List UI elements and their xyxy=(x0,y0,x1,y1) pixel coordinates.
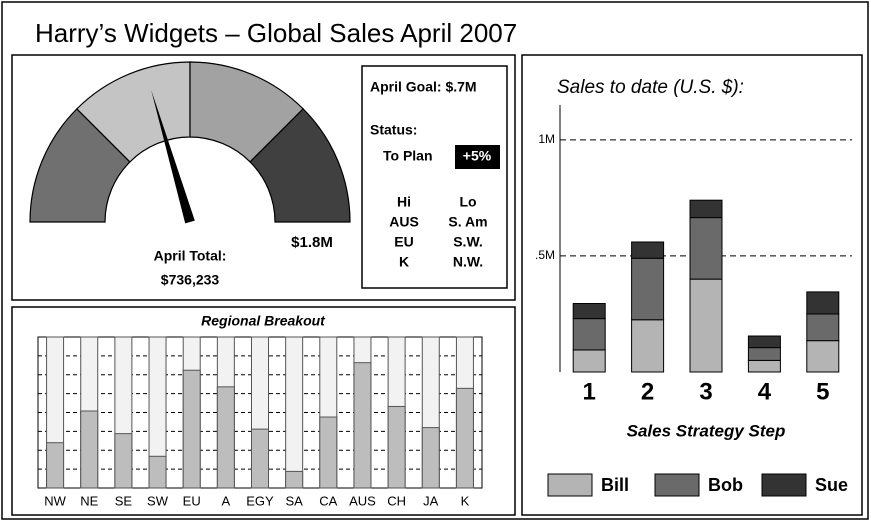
page-title: Harry’s Widgets – Global Sales April 200… xyxy=(35,18,517,48)
goal: April Goal: $.7M xyxy=(370,79,477,95)
bar-segment xyxy=(806,313,840,342)
hi-region: K xyxy=(399,254,409,270)
regional-panel xyxy=(11,306,516,516)
x-tick-label: NW xyxy=(44,493,66,508)
status-label: Status: xyxy=(370,122,417,138)
x-tick-label: CH xyxy=(387,493,406,508)
bar-segment xyxy=(806,340,840,373)
gauge-value: $736,233 xyxy=(161,272,220,288)
x-tick-label: 2 xyxy=(641,378,654,405)
lo-region: S. Am xyxy=(448,214,487,230)
bar-segment xyxy=(689,199,723,219)
bar xyxy=(114,433,133,489)
bar xyxy=(251,428,269,489)
legend-swatch xyxy=(761,473,807,497)
bar xyxy=(182,369,201,489)
x-tick-label: EGY xyxy=(246,493,274,508)
bar xyxy=(455,387,474,489)
chart-title: Regional Breakout xyxy=(201,313,326,329)
lo-region: N.W. xyxy=(453,254,483,270)
status-box xyxy=(361,65,508,289)
sales-panel xyxy=(521,54,863,516)
bar xyxy=(46,442,65,489)
bar-segment xyxy=(631,319,665,373)
bar-segment xyxy=(572,318,606,351)
legend-label: Bob xyxy=(708,475,743,495)
x-axis-label: Sales Strategy Step xyxy=(627,421,786,440)
bar-segment xyxy=(806,291,840,315)
x-tick-label: 5 xyxy=(816,378,829,405)
bar-segment xyxy=(689,278,723,373)
bar-segment xyxy=(689,217,723,280)
hi-region: AUS xyxy=(389,214,419,230)
x-tick-label: SW xyxy=(147,493,169,508)
lo-header: Lo xyxy=(459,194,476,210)
bar-segment xyxy=(631,257,665,321)
x-tick-label: 3 xyxy=(699,378,712,405)
bar-track xyxy=(285,336,304,489)
legend-swatch xyxy=(547,473,593,497)
bar-segment xyxy=(572,303,606,320)
bar-segment xyxy=(747,359,781,373)
x-tick-label: SA xyxy=(285,493,303,508)
x-tick-label: 1 xyxy=(583,378,596,405)
bar-segment xyxy=(572,349,606,373)
bar xyxy=(387,405,406,489)
bar xyxy=(353,362,372,489)
x-tick-label: NE xyxy=(80,493,98,508)
legend-swatch xyxy=(654,473,700,497)
legend-label: Bill xyxy=(601,475,629,495)
status-badge: +5% xyxy=(463,148,492,164)
hi-header: Hi xyxy=(397,194,411,210)
bar-segment xyxy=(747,347,781,361)
hi-region: EU xyxy=(394,234,413,250)
bar-segment xyxy=(747,335,781,349)
x-tick-label: A xyxy=(222,493,231,508)
lo-region: S.W. xyxy=(453,234,483,250)
gauge-panel xyxy=(11,54,516,301)
gauge-needle xyxy=(151,89,195,224)
bar xyxy=(421,427,440,489)
y-tick-label: .5M xyxy=(535,248,555,262)
bar xyxy=(148,455,167,489)
x-tick-label: EU xyxy=(183,493,201,508)
x-tick-label: CA xyxy=(319,493,337,508)
gauge-label: April Total: xyxy=(154,248,227,264)
status-badge-bg xyxy=(455,145,500,169)
x-tick-label: 4 xyxy=(758,378,772,405)
gauge-band xyxy=(249,108,351,223)
y-tick-label: 1M xyxy=(538,132,555,146)
x-tick-label: K xyxy=(461,493,470,508)
bar xyxy=(285,470,304,489)
bar-segment xyxy=(631,241,665,259)
status: To Plan xyxy=(383,148,433,164)
x-tick-label: JA xyxy=(423,493,439,508)
x-tick-label: AUS xyxy=(349,493,376,508)
chart-title: Sales to date (U.S. $): xyxy=(557,77,744,98)
bar xyxy=(80,410,99,489)
gauge-max: $1.8M xyxy=(291,234,333,251)
x-tick-label: SE xyxy=(115,493,133,508)
bar xyxy=(216,386,235,489)
bar xyxy=(319,416,338,489)
legend-label: Sue xyxy=(815,475,848,495)
